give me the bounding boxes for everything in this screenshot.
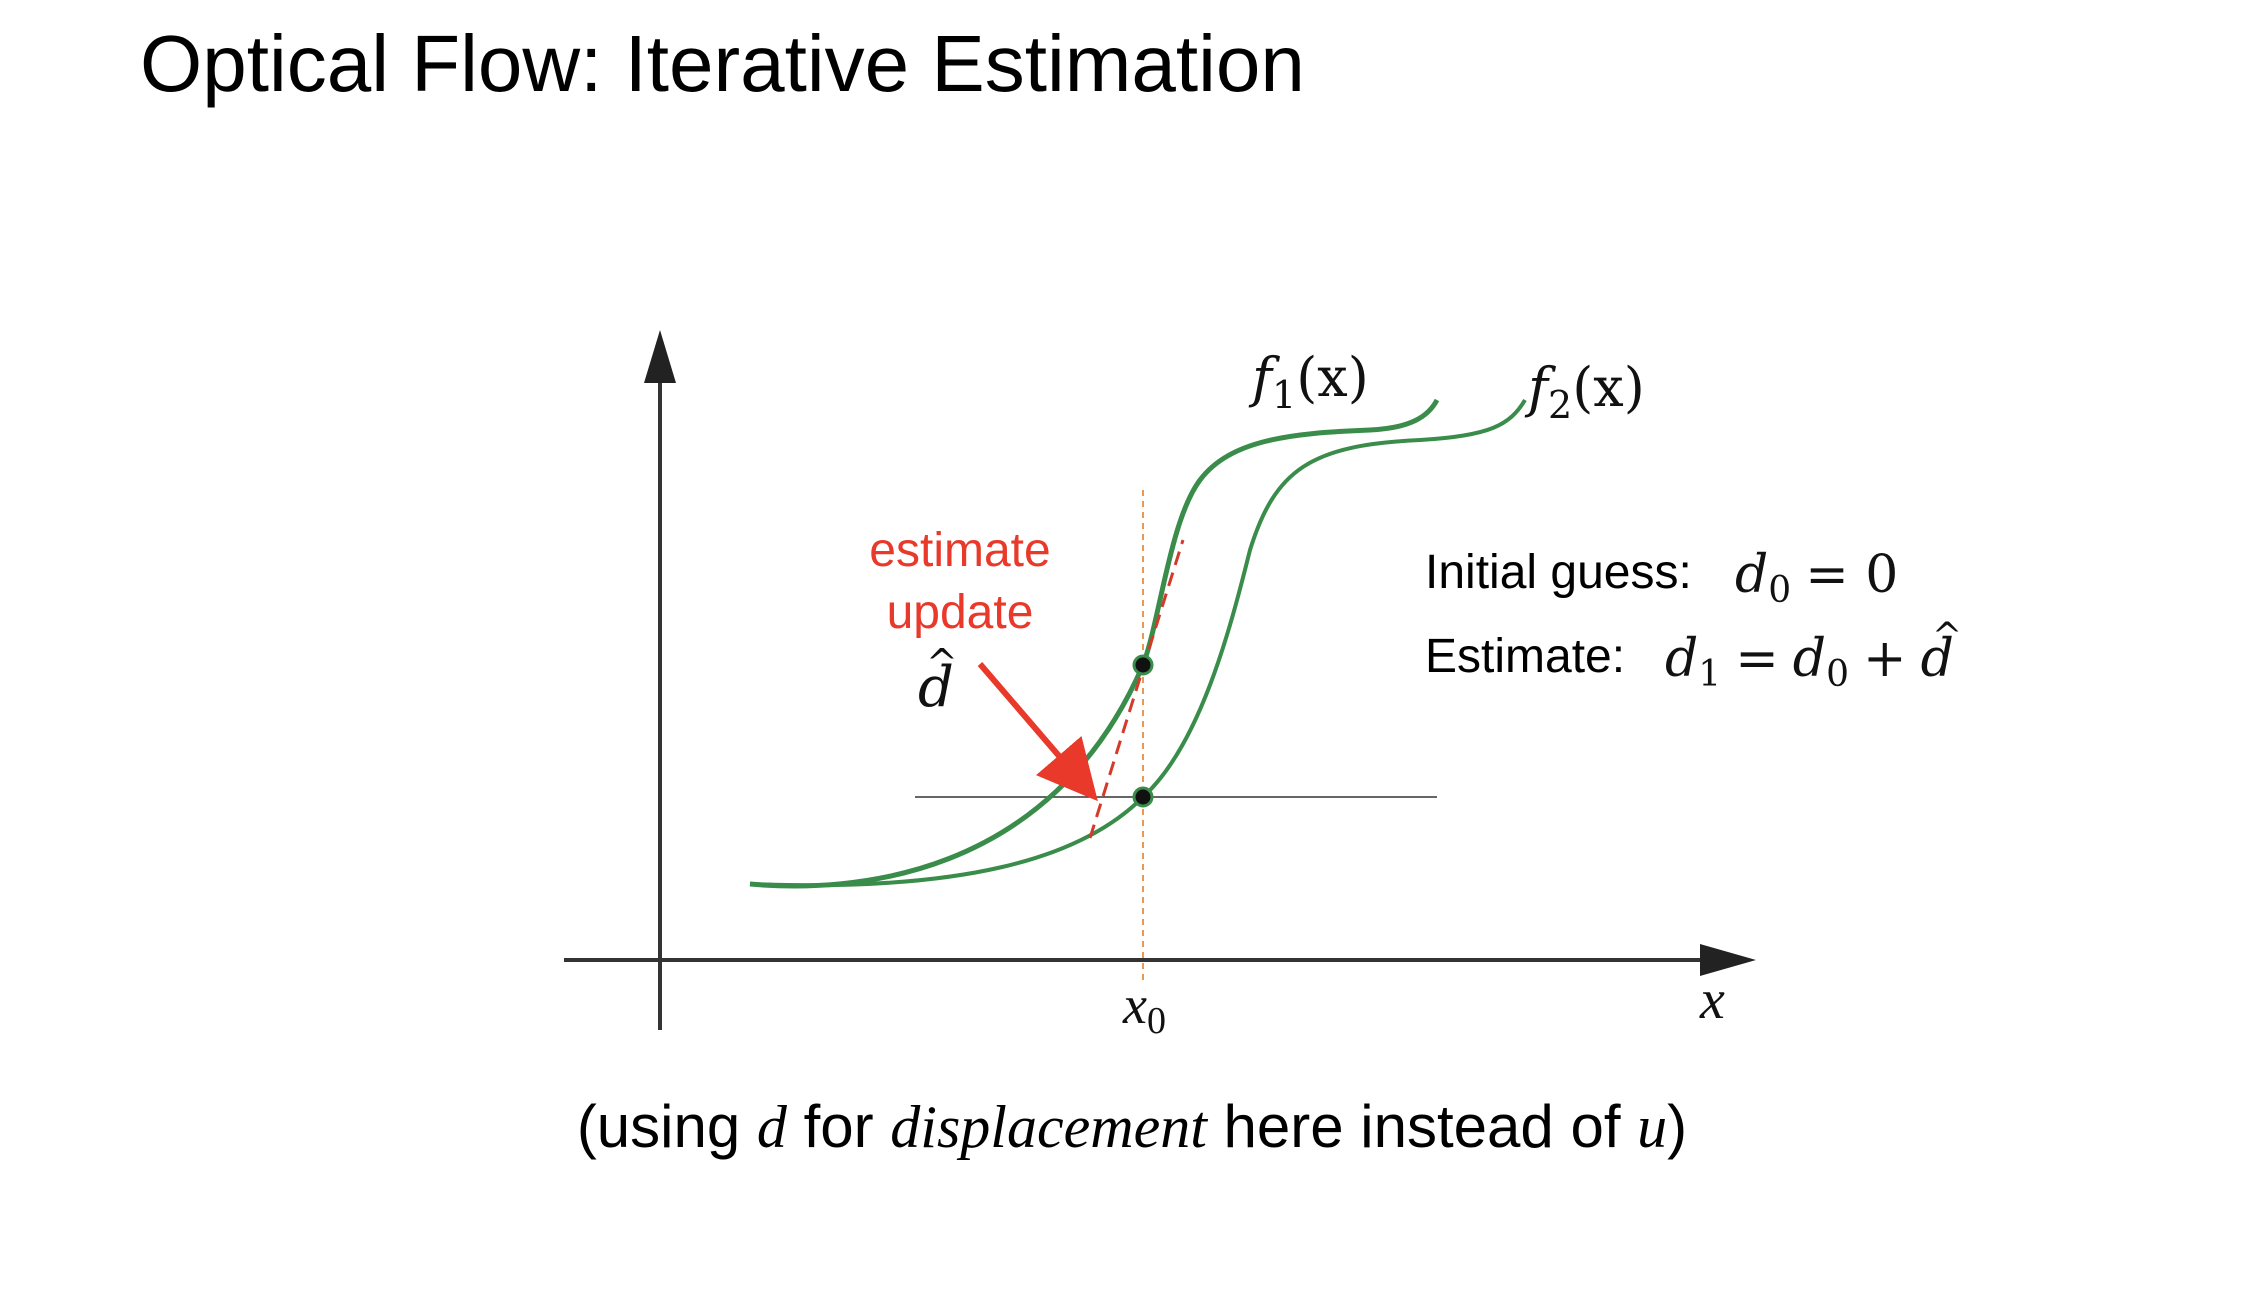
initial-guess-label: Initial guess: — [1425, 546, 1692, 599]
x0-label: x0 — [1122, 975, 1166, 1042]
caption-text-2: for — [786, 1093, 891, 1160]
f2-label: f2(x) — [1524, 356, 1645, 427]
f1-curve — [749, 398, 1440, 889]
initial-guess-math: d0 = 0 — [1735, 545, 1898, 611]
f2-curve — [749, 398, 1527, 888]
caption-text-1: (using — [576, 1093, 757, 1160]
d-hat-accent: ^ — [926, 641, 958, 685]
tangent-dashed-line — [1088, 539, 1185, 839]
caption: (using d for displacement here instead o… — [0, 1092, 2264, 1162]
estimate-label: estimate — [869, 524, 1050, 577]
estimate-update-arrow — [977, 662, 1098, 802]
caption-text-4: ) — [1667, 1093, 1688, 1160]
y-axis-arrowhead — [644, 330, 676, 383]
caption-text-3: here instead of — [1206, 1093, 1638, 1160]
update-label: update — [887, 586, 1034, 639]
x-axis-arrowhead — [1700, 944, 1756, 976]
f1-label: f1(x) — [1248, 346, 1369, 417]
estimate-equation-label: Estimate: — [1425, 630, 1625, 683]
caption-word-displacement: displacement — [890, 1094, 1207, 1160]
x-axis-label: x — [1699, 969, 1725, 1031]
caption-var-u: u — [1637, 1094, 1668, 1160]
estimate-dhat-accent: ^ — [1932, 616, 1962, 657]
slide-title: Optical Flow: Iterative Estimation — [140, 19, 1305, 108]
f1-point — [1132, 654, 1154, 676]
caption-var-d: d — [756, 1094, 787, 1160]
f2-point — [1132, 786, 1154, 808]
d-hat-label: d — [918, 655, 954, 720]
estimate-equation-math: d1 = d0 + d — [1665, 629, 1954, 695]
